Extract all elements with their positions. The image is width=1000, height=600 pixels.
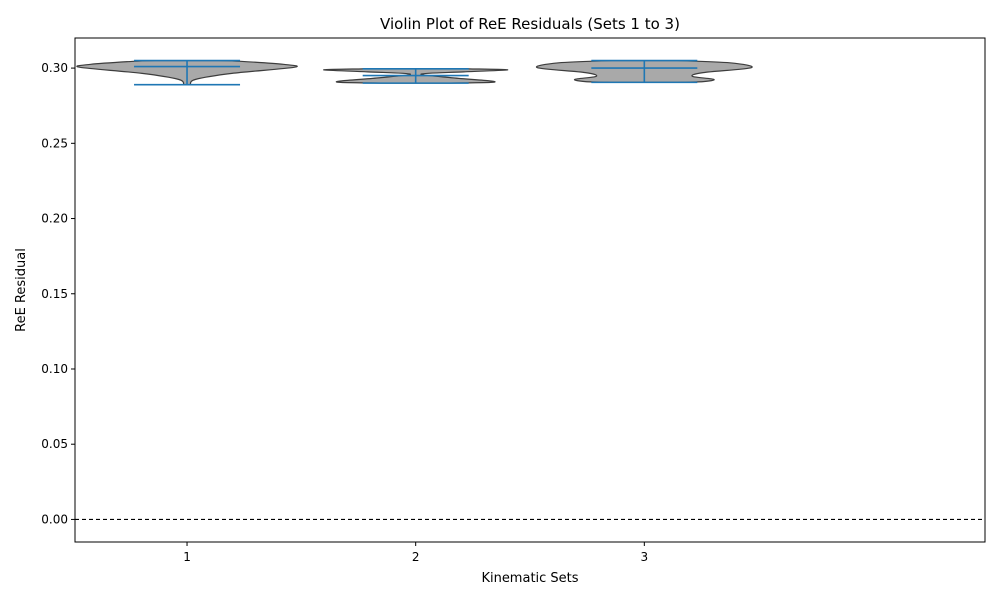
x-tick-label: 3 bbox=[641, 550, 649, 564]
x-tick-label: 2 bbox=[412, 550, 420, 564]
x-axis-label: Kinematic Sets bbox=[481, 571, 578, 586]
axes: 0.00 0.05 0.10 0.15 0.20 0.25 0.30 1 2 3 bbox=[41, 37, 986, 564]
y-tick-label: 0.15 bbox=[41, 287, 68, 301]
y-tick-label: 0.25 bbox=[41, 136, 68, 150]
y-tick-label: 0.30 bbox=[41, 61, 68, 75]
plot-area bbox=[75, 59, 985, 521]
x-tick-label: 1 bbox=[183, 550, 191, 564]
y-tick-label: 0.20 bbox=[41, 212, 68, 226]
chart-title: Violin Plot of ReE Residuals (Sets 1 to … bbox=[380, 15, 680, 33]
y-tick-label: 0.05 bbox=[41, 437, 68, 451]
y-tick-label: 0.00 bbox=[41, 512, 68, 526]
y-axis-label: ReE Residual bbox=[14, 248, 29, 332]
y-tick-label: 0.10 bbox=[41, 362, 68, 376]
axes-frame bbox=[74, 37, 986, 543]
